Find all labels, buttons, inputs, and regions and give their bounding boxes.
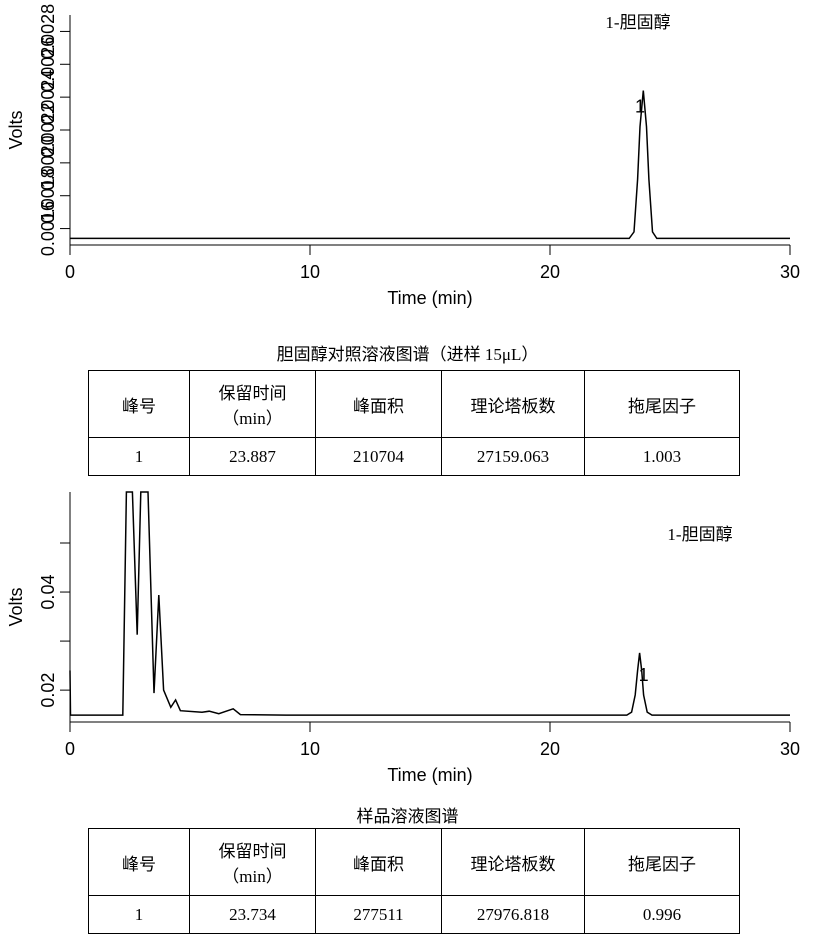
y-tick-label: 0.0024	[38, 70, 58, 125]
x-tick-label: 10	[300, 739, 320, 759]
trace	[69, 491, 790, 716]
header-cell: 峰面积	[315, 828, 442, 896]
header-cell: 理论塔板数	[441, 370, 585, 438]
header-cell: 峰号	[88, 370, 190, 438]
header-cell: 峰面积	[315, 370, 442, 438]
data-cell: 23.734	[189, 895, 316, 934]
x-tick-label: 30	[780, 262, 800, 282]
peak-label: 1	[639, 665, 649, 685]
trace	[70, 90, 790, 240]
x-tick-label: 10	[300, 262, 320, 282]
y-tick-label: 0.04	[38, 575, 58, 610]
x-tick-label: 20	[540, 262, 560, 282]
x-tick-label: 20	[540, 739, 560, 759]
header-cell: 峰号	[88, 828, 190, 896]
header-row: 峰号 保留时间 （min） 峰面积 理论塔板数 拖尾因子	[88, 370, 740, 438]
data-cell: 277511	[315, 895, 442, 934]
x-axis-label: Time (min)	[387, 288, 472, 308]
y-tick-label: 0.02	[38, 673, 58, 708]
header-line: （min）	[222, 409, 283, 428]
y-tick-label: 0.0018	[38, 168, 58, 223]
y-tick-label: 0.0020	[38, 135, 58, 190]
data-cell: 27159.063	[441, 437, 585, 476]
header-cell: 保留时间 （min）	[189, 370, 316, 438]
y-tick-label: 0.0028	[38, 4, 58, 59]
y-axis-label: Volts	[6, 110, 26, 149]
data-cell: 1	[88, 437, 190, 476]
data-cell: 1	[88, 895, 190, 934]
x-tick-label: 0	[65, 262, 75, 282]
data-row: 1 23.734 277511 27976.818 0.996	[88, 895, 740, 934]
data-cell: 210704	[315, 437, 442, 476]
header-cell: 拖尾因子	[584, 828, 740, 896]
header-line: 保留时间	[218, 842, 287, 861]
compound-label: 1-胆固醇	[605, 13, 670, 32]
header-line: （min）	[222, 867, 283, 886]
header-line: 保留时间	[218, 384, 287, 403]
x-tick-label: 30	[780, 739, 800, 759]
x-axis-label: Time (min)	[387, 765, 472, 785]
caption: 胆固醇对照溶液图谱（进样 15μL）	[276, 345, 539, 364]
data-cell: 0.996	[584, 895, 740, 934]
y-tick-label: 0.0016	[38, 201, 58, 256]
y-tick-label: 0.0026	[38, 37, 58, 92]
header-cell: 保留时间 （min）	[189, 828, 316, 896]
header-cell: 理论塔板数	[441, 828, 585, 896]
y-tick-label: 0.0022	[38, 102, 58, 157]
peak-label: 1	[635, 97, 645, 117]
data-cell: 27976.818	[441, 895, 585, 934]
header-cell: 拖尾因子	[584, 370, 740, 438]
data-row: 1 23.887 210704 27159.063 1.003	[88, 437, 740, 476]
data-cell: 23.887	[189, 437, 316, 476]
result-table: 峰号 保留时间 （min） 峰面积 理论塔板数 拖尾因子 1 23.734 277511 2797…	[88, 828, 740, 934]
header-row: 峰号 保留时间 （min） 峰面积 理论塔板数 拖尾因子	[88, 828, 740, 896]
caption: 样品溶液图谱	[356, 807, 459, 826]
x-tick-label: 0	[65, 739, 75, 759]
result-table: 峰号 保留时间 （min） 峰面积 理论塔板数 拖尾因子 1 23.887 210704 2715…	[88, 370, 740, 476]
y-axis-label: Volts	[6, 587, 26, 626]
compound-label: 1-胆固醇	[667, 525, 732, 544]
data-cell: 1.003	[584, 437, 740, 476]
